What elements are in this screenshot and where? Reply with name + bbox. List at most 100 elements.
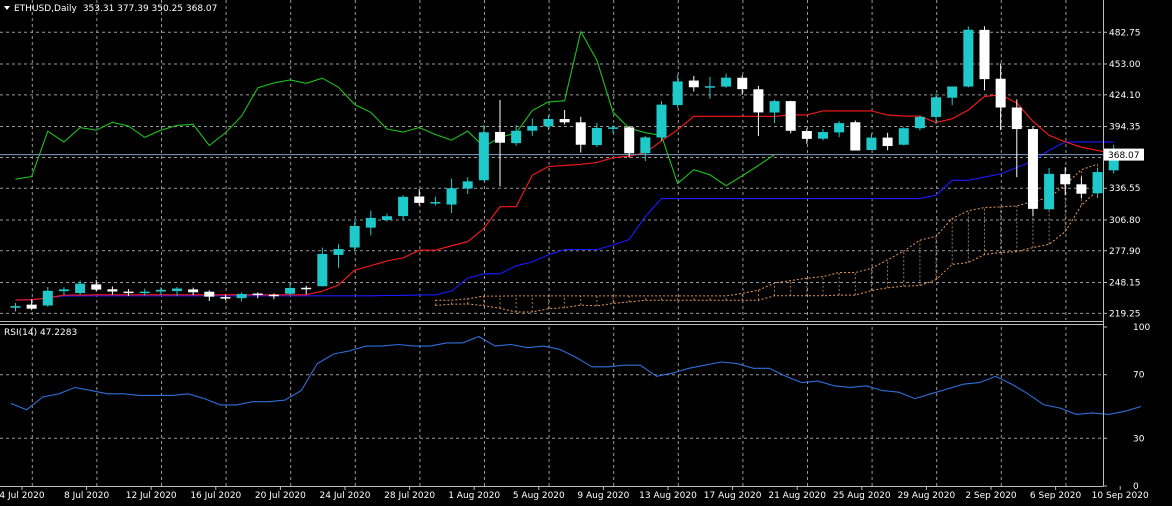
- candle-body: [543, 119, 554, 127]
- candle-body: [10, 306, 21, 308]
- candle-body: [236, 293, 247, 299]
- candle-body: [785, 101, 796, 131]
- candle-body: [1011, 107, 1022, 130]
- candle-body: [704, 86, 715, 88]
- candle-body: [317, 253, 328, 287]
- tenkan-sen: [15, 94, 1114, 301]
- candle-body: [575, 122, 586, 145]
- candle-body: [430, 202, 441, 204]
- price-tick-label: 336.55: [1109, 184, 1141, 194]
- candle-body: [769, 101, 780, 113]
- senkou-span-b: [435, 190, 1098, 313]
- time-tick-label: 1 Aug 2020: [448, 491, 500, 501]
- candle-body: [850, 122, 861, 151]
- candle-body: [91, 284, 102, 290]
- candle-body: [155, 289, 166, 292]
- candle-body: [591, 128, 602, 146]
- candle-body: [527, 125, 538, 131]
- time-tick-label: 29 Aug 2020: [898, 491, 956, 501]
- candle-body: [882, 137, 893, 147]
- candle-body: [1076, 184, 1087, 194]
- candle-body: [333, 249, 344, 255]
- candle-body: [1060, 174, 1071, 185]
- candle-body: [979, 29, 990, 80]
- time-tick-label: 12 Jul 2020: [126, 491, 177, 501]
- time-tick-label: 4 Jul 2020: [0, 491, 45, 501]
- candle-body: [963, 29, 974, 87]
- candle-body: [898, 128, 909, 145]
- indicator-lines: [0, 29, 1114, 301]
- time-tick-label: 13 Aug 2020: [639, 491, 697, 501]
- candle-body: [268, 294, 279, 297]
- candle-body: [365, 217, 376, 228]
- current-price-tag-label: 368.07: [1108, 151, 1140, 161]
- candle-body: [1092, 172, 1103, 194]
- candle-body: [624, 127, 635, 154]
- time-tick-label: 20 Jul 2020: [255, 491, 306, 501]
- candle-body: [42, 290, 53, 306]
- price-tick-label: 306.80: [1109, 216, 1141, 226]
- candle-body: [656, 104, 667, 138]
- candle-body: [58, 289, 69, 292]
- candle-body: [801, 130, 812, 139]
- candle-body: [398, 196, 409, 217]
- rsi-tick-label: 100: [1133, 323, 1150, 333]
- candle-body: [931, 97, 942, 117]
- candle-body: [204, 291, 215, 297]
- time-tick-label: 5 Aug 2020: [513, 491, 565, 501]
- candle-body: [834, 123, 845, 133]
- candle-body: [640, 137, 651, 154]
- kijun-sen: [15, 141, 1114, 301]
- candle-body: [947, 86, 958, 98]
- time-tick-label: 17 Aug 2020: [704, 491, 762, 501]
- rsi-line: [10, 335, 1142, 415]
- candle-body: [914, 116, 925, 129]
- time-tick-label: 25 Aug 2020: [833, 491, 891, 501]
- time-tick-label: 10 Sep 2020: [1092, 491, 1149, 501]
- symbol-dropdown-icon[interactable]: [4, 6, 10, 10]
- price-tick-label: 453.00: [1109, 60, 1141, 70]
- candle-body: [188, 289, 199, 293]
- candle-body: [672, 81, 683, 106]
- candle-body: [446, 188, 457, 205]
- chikou-span: [15, 29, 775, 187]
- candle-body: [1027, 129, 1038, 209]
- time-tick-label: 6 Sep 2020: [1030, 491, 1082, 501]
- rsi-tick-label: 30: [1133, 434, 1145, 444]
- axes: 482.75453.00424.10394.35365.40336.55306.…: [0, 0, 1150, 501]
- candle-body: [349, 225, 360, 248]
- candle-body: [139, 291, 150, 294]
- candle-body: [123, 291, 134, 294]
- candle-body: [26, 304, 37, 309]
- candle-body: [495, 131, 505, 143]
- candle-body: [220, 297, 231, 299]
- price-tick-label: 394.35: [1109, 123, 1141, 133]
- candles: [10, 26, 1119, 312]
- time-tick-label: 9 Aug 2020: [577, 491, 629, 501]
- candle-body: [511, 130, 522, 144]
- candle-body: [252, 293, 263, 296]
- candle-body: [285, 288, 296, 294]
- candle-body: [75, 283, 86, 294]
- candle-body: [995, 78, 1006, 108]
- senkou-span-a: [435, 163, 1098, 301]
- price-tick-label: 277.90: [1109, 247, 1141, 257]
- time-tick-label: 28 Jul 2020: [384, 491, 435, 501]
- chart-title: ETHUSD,Daily 353.31 377.39 350.25 368.07: [14, 4, 217, 14]
- candle-body: [608, 127, 619, 129]
- candle-body: [414, 196, 425, 203]
- current-price-tag: [1104, 148, 1144, 161]
- candle-body: [301, 287, 312, 290]
- candle-body: [753, 89, 764, 113]
- price-tick-label: 248.15: [1109, 279, 1141, 289]
- price-tick-label: 424.10: [1109, 91, 1141, 101]
- candle-body: [1044, 173, 1055, 210]
- candle-body: [478, 132, 489, 181]
- time-tick-label: 21 Aug 2020: [768, 491, 826, 501]
- candle-body: [559, 119, 570, 123]
- time-tick-label: 24 Jul 2020: [320, 491, 371, 501]
- rsi-panel: [10, 335, 1142, 415]
- candle-body: [866, 137, 877, 150]
